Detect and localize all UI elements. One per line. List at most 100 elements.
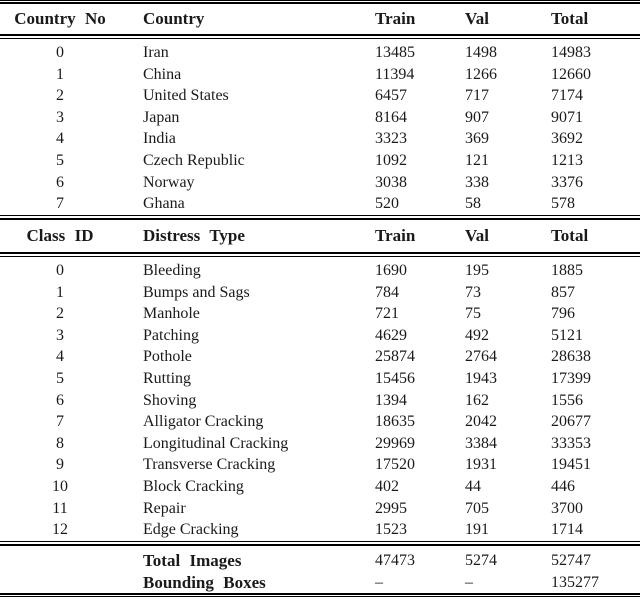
distress-row: 5 Rutting 15456 1943 17399 [0,368,640,390]
country-row: 0 Iran 13485 1498 14983 [0,42,640,64]
table-cell: 717 [465,87,489,105]
table-cell: 17399 [551,369,591,387]
totals-row: Total Images 47473 5274 52747 [0,550,640,572]
table-cell: 121 [465,151,489,169]
table-cell: 2 [56,87,64,105]
table-cell: 1394 [375,391,407,409]
table-cell: 1931 [465,456,497,474]
table-cell: – [375,573,383,591]
table-cell: 3692 [551,130,583,148]
table-cell: 11394 [375,65,415,83]
table-cell: 9071 [551,108,583,126]
table-cell: Rutting [143,369,192,387]
table-cell: 11 [52,499,68,517]
table-cell: 0 [56,44,64,61]
table-cell: 1714 [551,521,583,539]
country-row: 6 Norway 3038 338 3376 [0,172,640,194]
table-bottom-rule [0,593,640,597]
table-cell: 12660 [551,65,591,83]
table-cell: Edge Cracking [143,521,239,539]
table-cell: 33353 [551,434,591,452]
table-cell: 18635 [375,413,415,431]
table-cell: 5121 [551,326,583,344]
table-cell: 10 [52,477,68,495]
table-cell: 796 [551,305,575,323]
table-cell: 578 [551,195,575,213]
table-cell: – [465,573,473,591]
table-cell: India [143,130,176,148]
section-divider-rule [0,215,640,220]
table-cell: 6457 [375,87,407,105]
country-row: 3 Japan 8164 907 9071 [0,107,640,129]
totals-row: Bounding Boxes – – 135277 [0,572,640,594]
table-cell: 1690 [375,262,407,279]
table-cell: 5274 [465,552,497,569]
table-cell: 4 [56,130,64,148]
table-cell: 8 [56,434,64,452]
table-cell: 9 [56,456,64,474]
table-cell: Longitudinal Cracking [143,434,289,452]
table-cell: 162 [465,391,489,409]
table-cell: 721 [375,305,399,323]
country-table-header: Country No Country Train Val Total [0,4,640,34]
table-cell: 1213 [551,151,583,169]
table-cell: 3700 [551,499,583,517]
table-cell: Manhole [143,305,200,323]
country-row: 7 Ghana 520 58 578 [0,193,640,215]
country-row: 5 Czech Republic 1092 121 1213 [0,150,640,172]
class-table-body: 0 Bleeding 1690 195 1885 1 Bumps and Sags 784 73… [0,257,640,541]
table-cell: 1266 [465,65,497,83]
table-cell: Alligator Cracking [143,413,264,431]
col-header-train: Train [375,9,416,29]
col-header-country: Country [143,9,205,29]
col-header-distress-type: Distress Type [143,226,245,246]
table-cell: 7 [56,195,64,213]
table-cell: Transverse Cracking [143,456,276,474]
table-cell: 3384 [465,434,497,452]
table-cell: 6 [56,391,64,409]
totals-footer: Total Images 47473 5274 52747 Bounding Boxes… [0,546,640,593]
table-cell: 13485 [375,44,415,61]
table-cell: 705 [465,499,489,517]
table-cell: 6 [56,173,64,191]
table-cell: 520 [375,195,399,213]
table-cell: 7 [56,413,64,431]
distress-row: 4 Pothole 25874 2764 28638 [0,346,640,368]
table-cell: Ghana [143,195,185,213]
table-cell: 1523 [375,521,407,539]
table-cell: China [143,65,182,83]
table-cell: 29969 [375,434,415,452]
col-header-total: Total [551,226,589,246]
table-cell: 73 [465,283,481,301]
country-row: 4 India 3323 369 3692 [0,128,640,150]
table-cell: 25874 [375,348,415,366]
distress-row: 3 Patching 4629 492 5121 [0,325,640,347]
col-header-val: Val [465,226,489,246]
table-cell: 1556 [551,391,583,409]
table-cell: United States [143,87,229,105]
table-cell: 58 [465,195,481,213]
table-cell: 15456 [375,369,415,387]
table-cell: Iran [143,44,169,61]
table-cell: 369 [465,130,489,148]
table-cell: Norway [143,173,195,191]
col-header-class-id: Class ID [26,226,94,246]
table-cell: 492 [465,326,489,344]
col-header-train: Train [375,226,416,246]
table-cell: 75 [465,305,481,323]
footer-divider-rule [0,541,640,546]
table-cell: Patching [143,326,199,344]
table-cell: 446 [551,477,575,495]
distress-row: 6 Shoving 1394 162 1556 [0,390,640,412]
distress-row: 12 Edge Cracking 1523 191 1714 [0,519,640,541]
table-cell: 52747 [551,552,591,569]
table-cell: 907 [465,108,489,126]
header-divider-rule [0,34,640,39]
table-cell: 5 [56,369,64,387]
table-cell: 2764 [465,348,497,366]
table-cell: 2042 [465,413,497,431]
table-cell: 0 [56,262,64,279]
table-cell: Bumps and Sags [143,283,250,301]
table-cell: Bounding Boxes [143,572,266,592]
